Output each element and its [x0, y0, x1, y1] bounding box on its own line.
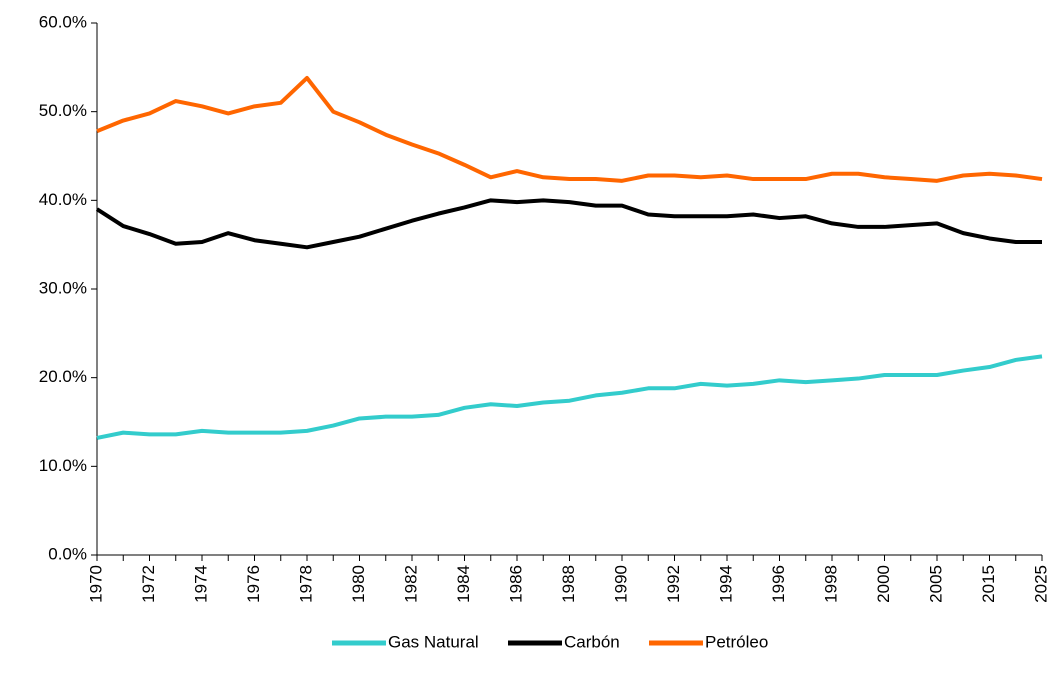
x-tick-label: 1970 — [86, 565, 105, 603]
y-tick-label: 0.0% — [48, 544, 87, 563]
legend-label: Petróleo — [705, 632, 768, 651]
x-tick-label: 2025 — [1031, 565, 1050, 603]
x-tick-label: 1998 — [821, 565, 840, 603]
x-tick-label: 2015 — [979, 565, 998, 603]
x-tick-label: 1982 — [401, 565, 420, 603]
series-line — [95, 198, 1042, 250]
x-tick-label: 1990 — [611, 565, 630, 603]
legend-label: Carbón — [564, 632, 620, 651]
series-line — [96, 75, 1043, 183]
x-tick-label: 1996 — [769, 565, 788, 603]
series-line — [96, 354, 1043, 440]
y-tick-label: 20.0% — [39, 367, 87, 386]
x-tick-label: 1988 — [559, 565, 578, 603]
y-tick-label: 40.0% — [39, 190, 87, 209]
x-tick-label: 1980 — [349, 565, 368, 603]
x-tick-label: 1974 — [191, 565, 210, 603]
legend-label: Gas Natural — [388, 632, 479, 651]
y-tick-label: 60.0% — [39, 12, 87, 31]
y-tick-label: 50.0% — [39, 101, 87, 120]
x-tick-label: 1986 — [506, 565, 525, 603]
y-tick-label: 30.0% — [39, 278, 87, 297]
x-tick-label: 1994 — [716, 565, 735, 603]
x-tick-label: 2000 — [874, 565, 893, 603]
x-tick-label: 2005 — [926, 565, 945, 603]
x-tick-label: 1976 — [244, 565, 263, 603]
y-tick-label: 10.0% — [39, 456, 87, 475]
x-tick-label: 1978 — [296, 565, 315, 603]
x-tick-label: 1972 — [139, 565, 158, 603]
x-tick-label: 1984 — [454, 565, 473, 603]
x-tick-label: 1992 — [664, 565, 683, 603]
